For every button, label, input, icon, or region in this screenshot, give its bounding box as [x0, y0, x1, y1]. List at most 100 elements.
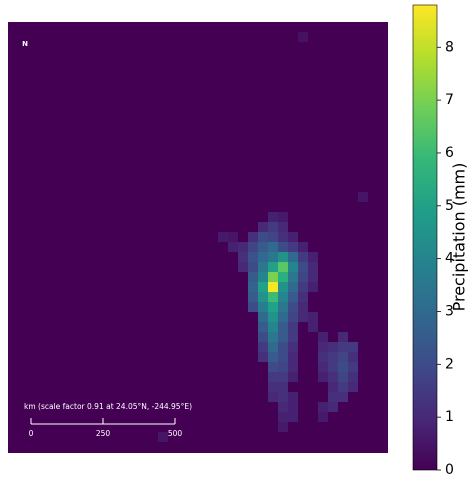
- precip-cell: [258, 352, 268, 362]
- scale-bar-tick-label: 500: [168, 429, 183, 438]
- precip-cell: [348, 342, 358, 352]
- precip-cell: [268, 392, 278, 402]
- precip-cell: [278, 382, 288, 392]
- precip-cell: [318, 402, 328, 412]
- colorbar-tick-label: 1: [445, 409, 454, 425]
- precip-cell: [288, 342, 298, 352]
- precip-cell: [298, 282, 308, 292]
- precip-cell: [338, 352, 348, 362]
- precip-cell: [278, 322, 288, 332]
- precip-cell: [348, 362, 358, 372]
- precip-cell: [278, 282, 288, 292]
- precip-cell: [278, 342, 288, 352]
- precip-cell: [318, 352, 328, 362]
- precip-cell: [268, 272, 278, 282]
- precip-cell: [278, 212, 288, 222]
- precip-cell: [288, 242, 298, 252]
- scale-bar-tick-label: 250: [96, 429, 111, 438]
- precip-cell: [268, 372, 278, 382]
- precip-cell: [268, 322, 278, 332]
- precip-cell: [248, 232, 258, 242]
- precip-cell: [258, 282, 268, 292]
- precip-cell: [248, 282, 258, 292]
- precip-cell: [328, 402, 338, 412]
- precip-cell: [318, 342, 328, 352]
- precip-cell: [268, 282, 278, 292]
- precip-cell: [308, 282, 318, 292]
- precip-cell: [258, 252, 268, 262]
- precip-cell: [268, 362, 278, 372]
- precip-cell: [258, 222, 268, 232]
- precip-cell: [288, 302, 298, 312]
- precip-cell: [288, 372, 298, 382]
- precip-cell: [258, 232, 268, 242]
- precip-cell: [298, 242, 308, 252]
- scale-bar-tick-label: 0: [29, 429, 34, 438]
- precip-cell: [278, 222, 288, 232]
- north-label: N: [22, 40, 28, 48]
- precip-cell: [268, 352, 278, 362]
- precip-cell: [288, 312, 298, 322]
- precip-cell: [318, 332, 328, 342]
- precip-cell: [228, 232, 238, 242]
- precip-cell: [328, 352, 338, 362]
- precip-cell: [308, 262, 318, 272]
- precip-cell: [328, 362, 338, 372]
- precip-cell: [268, 292, 278, 302]
- precip-cell: [278, 392, 288, 402]
- precip-cell: [338, 382, 348, 392]
- precip-cell: [288, 292, 298, 302]
- precip-cell: [298, 302, 308, 312]
- precip-cell: [248, 302, 258, 312]
- colorbar-tick-label: 0: [445, 462, 454, 478]
- precip-cell: [338, 392, 348, 402]
- precip-cell: [348, 352, 358, 362]
- precip-cell: [278, 312, 288, 322]
- precip-cell: [298, 312, 308, 322]
- precip-cell: [338, 362, 348, 372]
- precip-cell: [248, 272, 258, 282]
- precip-cell: [338, 372, 348, 382]
- precip-cell: [278, 292, 288, 302]
- precip-cell: [338, 342, 348, 352]
- precip-cell: [258, 332, 268, 342]
- precip-cell: [268, 252, 278, 262]
- colorbar: [412, 4, 438, 471]
- precip-cell: [278, 372, 288, 382]
- precip-cell: [288, 322, 298, 332]
- precip-cell: [338, 332, 348, 342]
- precip-cell: [258, 242, 268, 252]
- precip-cell: [268, 232, 278, 242]
- precip-cell: [268, 242, 278, 252]
- precip-cell: [278, 272, 288, 282]
- precip-cell: [298, 252, 308, 262]
- precip-cell: [248, 262, 258, 272]
- precip-cell: [308, 252, 318, 262]
- precip-cell: [248, 252, 258, 262]
- precip-cell: [318, 412, 328, 422]
- precip-cell: [288, 352, 298, 362]
- precip-cell: [268, 262, 278, 272]
- precip-cell: [158, 432, 168, 442]
- colorbar-tick-label: 6: [445, 145, 454, 161]
- precip-cell: [288, 362, 298, 372]
- precip-cell: [258, 262, 268, 272]
- precip-cell: [288, 392, 298, 402]
- colorbar-tick-label: 8: [445, 39, 454, 55]
- precip-cell: [258, 272, 268, 282]
- precip-cell: [278, 232, 288, 242]
- precip-cell: [278, 422, 288, 432]
- precip-cell: [308, 322, 318, 332]
- precip-cell: [258, 342, 268, 352]
- colorbar-tick-label: 2: [445, 356, 454, 372]
- precip-cell: [328, 382, 338, 392]
- precip-cell: [308, 272, 318, 282]
- precip-cell: [248, 292, 258, 302]
- precip-cell: [298, 262, 308, 272]
- precip-cell: [218, 232, 228, 242]
- precip-cell: [278, 332, 288, 342]
- precip-cell: [298, 292, 308, 302]
- precip-cell: [278, 252, 288, 262]
- precip-cell: [258, 312, 268, 322]
- precip-cell: [228, 242, 238, 252]
